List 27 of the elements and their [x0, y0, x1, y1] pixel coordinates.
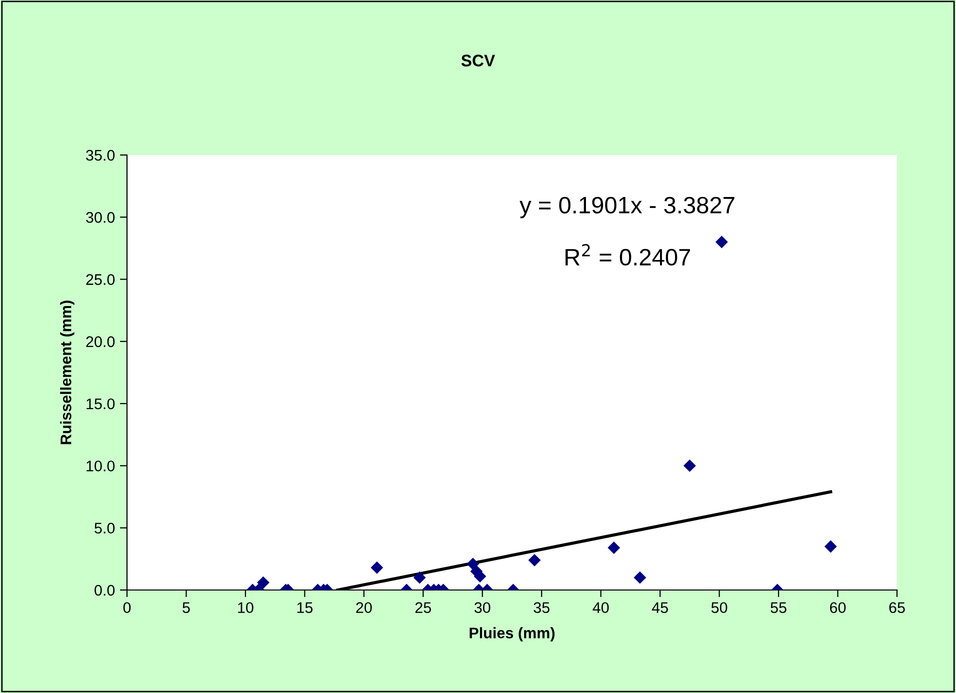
- x-tick-label: 35: [534, 602, 550, 614]
- y-tick-label: 30.0: [86, 212, 115, 223]
- x-tick-label: 5: [182, 602, 190, 614]
- y-tick-label: 20.0: [86, 336, 115, 348]
- x-axis-title: Pluies (mm): [470, 627, 555, 642]
- x-tick-label: 45: [652, 602, 668, 614]
- x-tick-label: 15: [297, 602, 313, 614]
- x-tick-label: 65: [889, 602, 905, 614]
- y-axis-title: Ruissellement (mm): [60, 300, 74, 444]
- x-tick-label: 20: [356, 602, 372, 614]
- y-tick-label: 25.0: [86, 274, 115, 285]
- x-tick-label: 25: [415, 602, 432, 614]
- y-tick-label: 15.0: [86, 398, 115, 410]
- y-tick-label: 5.0: [94, 522, 115, 534]
- y-tick-label: 35.0: [86, 150, 115, 161]
- x-tick-label: 50: [711, 602, 728, 614]
- chart-title: SCV: [461, 54, 496, 66]
- x-tick-label: 55: [770, 602, 786, 614]
- x-tick-label: 0: [123, 602, 131, 614]
- x-tick-label: 40: [592, 602, 609, 614]
- annotation: R$^{2}$ = 0.2407: [566, 244, 690, 266]
- x-tick-label: 60: [830, 602, 846, 614]
- x-tick-label: 30: [474, 602, 490, 614]
- y-tick-label: 0.0: [94, 584, 115, 596]
- y-tick-label: 10.0: [86, 460, 115, 472]
- annotation: y = 0.1901x - 3.3827: [520, 196, 734, 218]
- x-tick-label: 10: [238, 602, 254, 614]
